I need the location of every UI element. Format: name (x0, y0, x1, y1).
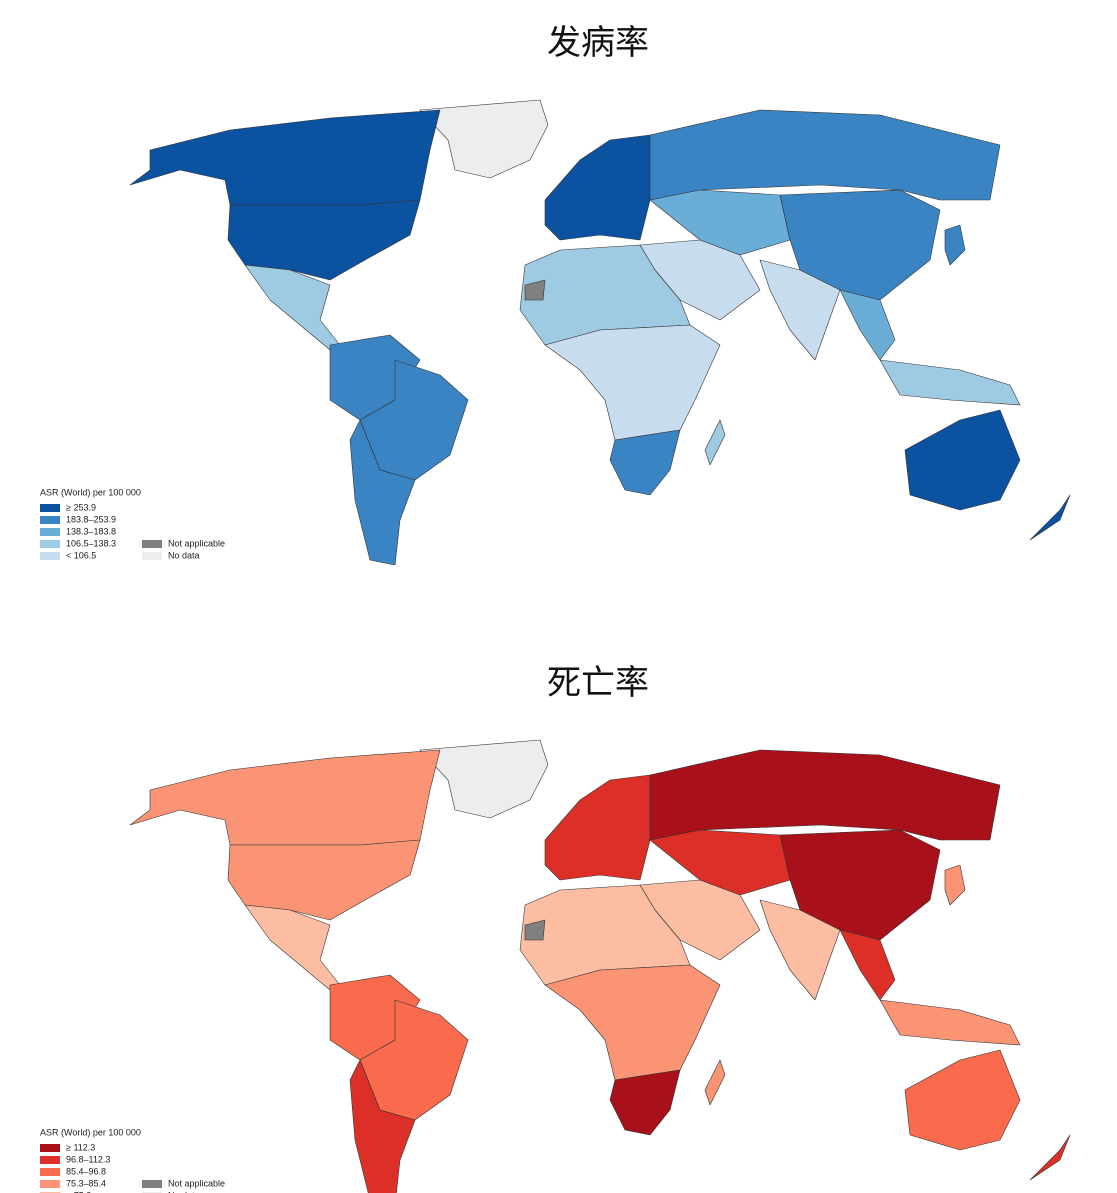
legend-label: Not applicable (168, 538, 225, 548)
legend-swatch (40, 1144, 60, 1152)
maps: 发病率 ASR (World) per 100 000 ≥ 253.9 183.8–2… (40, 23, 1071, 1193)
legend-label: No data (168, 550, 200, 560)
country-region (544, 134, 651, 241)
map-panel: 死亡率 ASR (World) per 100 000 ≥ 112.3 96.8–11… (40, 663, 1071, 1193)
country-region (839, 929, 896, 1001)
legend-label: < 106.5 (66, 550, 96, 560)
map-panel: 发病率 ASR (World) per 100 000 ≥ 253.9 183.8–2… (40, 23, 1071, 566)
legend-label: 85.4–96.8 (66, 1166, 106, 1176)
country-region (129, 749, 441, 846)
legend-label: ≥ 253.9 (66, 502, 96, 512)
country-region (519, 884, 691, 986)
legend-label: 96.8–112.3 (66, 1154, 110, 1164)
country-region (1029, 494, 1071, 541)
legend-swatch (142, 552, 162, 560)
country-region (649, 749, 1001, 841)
map-title: 发病率 (547, 23, 649, 63)
legend-label: ≥ 112.3 (66, 1142, 95, 1152)
country-region (609, 429, 681, 496)
country-region (904, 409, 1021, 511)
country-region (544, 774, 651, 881)
legend-label: 138.3–183.8 (66, 526, 116, 536)
legend-swatch (40, 1168, 60, 1176)
map-title: 死亡率 (547, 663, 649, 703)
legend-label: Not applicable (168, 1178, 225, 1188)
country-region (419, 739, 549, 819)
legend-swatch (40, 504, 60, 512)
country-region (904, 1049, 1021, 1151)
country-region (759, 899, 841, 1001)
legend-title: ASR (World) per 100 000 (40, 1127, 141, 1137)
legend-label: 75.3–85.4 (66, 1178, 106, 1188)
country-region (544, 964, 721, 1081)
country-region (879, 999, 1021, 1046)
country-region (704, 419, 726, 466)
country-region (227, 839, 421, 921)
country-region (524, 919, 546, 941)
legend-swatch (40, 540, 60, 548)
legend-swatch (142, 1180, 162, 1188)
country-region (609, 1069, 681, 1136)
legend-swatch (40, 528, 60, 536)
country-region (839, 289, 896, 361)
country-region (349, 419, 416, 566)
legend-label: 183.8–253.9 (66, 514, 116, 524)
country-region (349, 1059, 416, 1193)
legend-swatch (40, 1156, 60, 1164)
world-map (129, 99, 1071, 566)
legend-swatch (40, 516, 60, 524)
legend-label: No data (168, 1190, 200, 1193)
country-region (524, 279, 546, 301)
country-region (227, 199, 421, 281)
country-region (544, 324, 721, 441)
country-region (129, 109, 441, 206)
legend-title: ASR (World) per 100 000 (40, 487, 141, 497)
world-map (129, 739, 1071, 1193)
legend-label: < 75.3 (66, 1190, 91, 1193)
country-region (759, 259, 841, 361)
legend-label: 106.5–138.3 (66, 538, 116, 548)
country-region (944, 224, 966, 266)
legend-swatch (40, 1180, 60, 1188)
country-region (519, 244, 691, 346)
country-region (649, 109, 1001, 201)
legend-swatch (142, 540, 162, 548)
legend-swatch (40, 552, 60, 560)
country-region (879, 359, 1021, 406)
country-region (419, 99, 549, 179)
country-region (704, 1059, 726, 1106)
country-region (1029, 1134, 1071, 1181)
country-region (944, 864, 966, 906)
